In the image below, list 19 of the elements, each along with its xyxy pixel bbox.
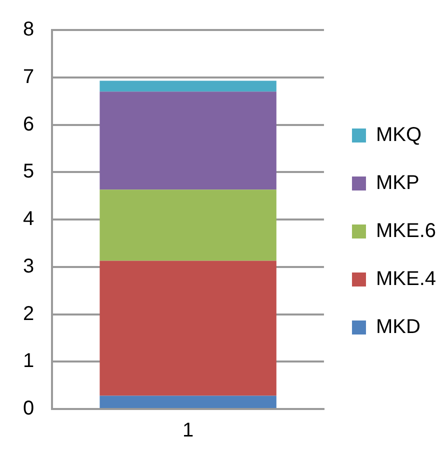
- legend-label: MKQ: [376, 124, 422, 146]
- y-tick-label: 5: [23, 160, 34, 183]
- legend-label: MKD: [376, 316, 420, 338]
- y-tick-label: 3: [23, 255, 34, 278]
- y-tick-label: 8: [23, 18, 34, 41]
- y-tick-label: 2: [23, 302, 34, 325]
- y-tick-label: 7: [23, 66, 34, 88]
- bar: [100, 396, 276, 408]
- bar: [100, 80, 276, 92]
- y-tick-label: 4: [23, 208, 34, 230]
- legend-label: MKE.4: [376, 268, 436, 290]
- y-tick-label: 0: [23, 398, 34, 420]
- legend-label: MKE.6: [376, 220, 436, 242]
- y-tick-label: 6: [23, 113, 34, 136]
- bar: [100, 190, 276, 261]
- y-tick-label: 1: [23, 350, 34, 372]
- legend-label: MKP: [376, 172, 420, 194]
- bar: [100, 260, 276, 396]
- bar: [100, 92, 276, 190]
